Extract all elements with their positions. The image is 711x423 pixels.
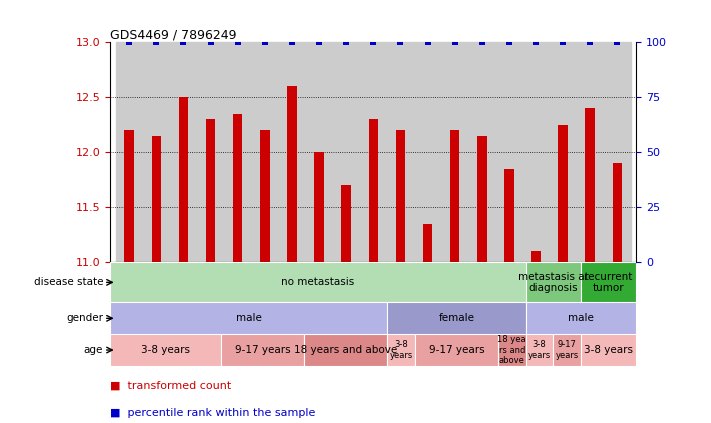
Text: male: male (568, 313, 594, 323)
Text: metastasis at
diagnosis: metastasis at diagnosis (518, 272, 589, 293)
Bar (498, 334, 525, 366)
Bar (306, 42, 333, 262)
Bar (504, 169, 513, 262)
Bar (604, 42, 631, 262)
Text: age: age (84, 345, 103, 355)
Text: 3-8 years: 3-8 years (584, 345, 634, 355)
Bar (170, 42, 197, 262)
Bar (116, 42, 143, 262)
Point (395, 39, 406, 46)
Text: male: male (236, 313, 262, 323)
Point (314, 39, 325, 46)
Bar (581, 334, 636, 366)
Text: 18 years and above: 18 years and above (294, 345, 397, 355)
Bar (553, 334, 581, 366)
Point (368, 39, 379, 46)
Bar (360, 42, 387, 262)
Bar (558, 125, 568, 262)
Point (178, 39, 189, 46)
Point (205, 39, 216, 46)
Bar (415, 334, 498, 366)
Point (232, 39, 243, 46)
Bar (151, 136, 161, 262)
Bar (523, 42, 550, 262)
Bar (395, 130, 405, 262)
Text: 3-8 years: 3-8 years (141, 345, 190, 355)
Bar (341, 185, 351, 262)
Bar (221, 334, 304, 366)
Bar (287, 86, 296, 262)
Point (611, 39, 623, 46)
Point (503, 39, 515, 46)
Bar (531, 251, 541, 262)
Bar (197, 42, 224, 262)
Bar (613, 163, 622, 262)
Bar (278, 42, 306, 262)
Bar (143, 42, 170, 262)
Text: no metastasis: no metastasis (282, 277, 355, 287)
Point (287, 39, 298, 46)
Text: 3-8
years: 3-8 years (390, 341, 412, 360)
Bar (581, 262, 636, 302)
Bar (110, 302, 387, 334)
Point (530, 39, 542, 46)
Bar (368, 119, 378, 262)
Point (259, 39, 270, 46)
Text: gender: gender (66, 313, 103, 323)
Point (449, 39, 460, 46)
Text: ■  transformed count: ■ transformed count (110, 380, 232, 390)
Bar (224, 42, 251, 262)
Bar (585, 108, 595, 262)
Text: 9-17
years: 9-17 years (555, 341, 579, 360)
Point (151, 39, 162, 46)
Bar (450, 130, 459, 262)
Bar (387, 334, 415, 366)
Text: 9-17 years: 9-17 years (429, 345, 484, 355)
Bar (423, 224, 432, 262)
Bar (469, 42, 496, 262)
Text: ■  percentile rank within the sample: ■ percentile rank within the sample (110, 408, 316, 418)
Bar (260, 130, 269, 262)
Text: 3-8
years: 3-8 years (528, 341, 551, 360)
Bar (441, 42, 469, 262)
Bar (525, 262, 581, 302)
Bar (110, 334, 221, 366)
Point (476, 39, 488, 46)
Bar (233, 114, 242, 262)
Bar (251, 42, 278, 262)
Point (557, 39, 569, 46)
Bar (333, 42, 360, 262)
Bar (525, 302, 636, 334)
Point (422, 39, 433, 46)
Bar (414, 42, 441, 262)
Bar (525, 334, 553, 366)
Bar (477, 136, 486, 262)
Bar (387, 42, 414, 262)
Bar (577, 42, 604, 262)
Bar (124, 130, 134, 262)
Point (341, 39, 352, 46)
Bar (387, 302, 525, 334)
Bar (314, 152, 324, 262)
Bar (205, 119, 215, 262)
Point (584, 39, 596, 46)
Bar (304, 334, 387, 366)
Text: disease state: disease state (33, 277, 103, 287)
Bar (110, 262, 525, 302)
Bar (496, 42, 523, 262)
Point (124, 39, 135, 46)
Text: female: female (439, 313, 474, 323)
Text: recurrent
tumor: recurrent tumor (584, 272, 633, 293)
Bar (178, 97, 188, 262)
Bar (550, 42, 577, 262)
Text: 18 yea
rs and
above: 18 yea rs and above (498, 335, 526, 365)
Text: GDS4469 / 7896249: GDS4469 / 7896249 (110, 28, 237, 41)
Text: 9-17 years: 9-17 years (235, 345, 290, 355)
